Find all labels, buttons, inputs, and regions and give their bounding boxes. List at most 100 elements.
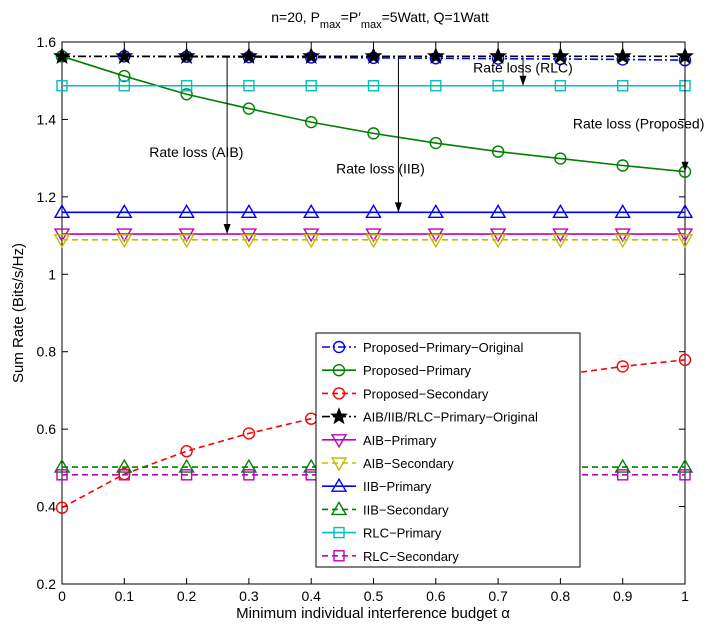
annotation-arrow-head [223, 224, 231, 235]
x-tick-label: 0 [58, 588, 66, 604]
data-point [364, 46, 383, 64]
data-point [554, 80, 567, 92]
data-point [53, 203, 71, 219]
data-point [305, 115, 318, 129]
annotation-arrow-head [519, 75, 527, 86]
x-tick-label: 0.5 [364, 588, 384, 604]
data-point [429, 136, 442, 150]
data-point [240, 458, 258, 473]
series-5 [53, 234, 694, 249]
data-point [617, 80, 629, 92]
data-point [178, 203, 195, 219]
y-tick-label: 1.4 [37, 111, 57, 127]
data-point [53, 46, 71, 64]
annotation-1: Rate loss (Proposed) [573, 60, 705, 172]
x-tick-label: 0.4 [301, 588, 321, 604]
data-point [180, 80, 193, 92]
data-point [427, 203, 445, 219]
data-point [367, 127, 380, 140]
data-point [552, 203, 569, 219]
legend-entry-9: RLC−Secondary [322, 549, 459, 564]
legend-label: AIB/IIB/RLC−Primary−Original [363, 410, 538, 425]
x-tick-label: 0.9 [613, 588, 633, 604]
x-tick-label: 1 [681, 588, 689, 604]
annotation-text: Rate loss (Proposed) [573, 115, 705, 131]
data-point [240, 203, 258, 219]
data-point [614, 458, 631, 473]
series-8 [56, 80, 691, 92]
legend-marker [332, 364, 346, 377]
annotation-arrow-head [394, 202, 402, 213]
x-tick-label: 0.2 [177, 588, 197, 604]
legend-label: AIB−Secondary [363, 456, 454, 471]
data-point [56, 469, 68, 481]
data-point [489, 46, 508, 64]
annotation-text: Rate loss (AIB) [149, 144, 243, 160]
data-point [616, 159, 629, 172]
data-point [116, 458, 133, 473]
x-axis-label: Minimum individual interference budget α [236, 605, 510, 622]
legend-marker [333, 526, 345, 539]
legend-entry-2: Proposed−Secondary [322, 386, 489, 401]
data-point [116, 234, 133, 249]
data-point [491, 145, 505, 158]
legend-entry-5: AIB−Secondary [322, 456, 454, 472]
data-point [427, 234, 445, 249]
data-point [554, 152, 567, 165]
data-point [426, 46, 445, 64]
legend-entry-1: Proposed−Primary [322, 363, 472, 378]
y-tick-label: 0.2 [37, 576, 57, 592]
legend-marker [330, 434, 348, 449]
legend-label: RLC−Primary [363, 526, 442, 541]
y-tick-label: 0.6 [37, 421, 57, 437]
data-point [551, 46, 570, 64]
y-tick-label: 1 [48, 266, 56, 282]
series-6 [53, 203, 694, 219]
x-axis-ticks: 0 0.1 0.2 0.3 0.4 0.5 0.6 0.7 0.8 0.9 1 [58, 42, 689, 604]
annotation-text: Rate loss (IIB) [336, 161, 425, 177]
legend-label: AIB−Primary [363, 433, 437, 448]
chart-title: n=20, Pmax=P′max=5Watt, Q=1Watt [271, 9, 489, 31]
data-point [180, 469, 193, 481]
legend-entry-8: RLC−Primary [322, 526, 442, 541]
data-point [613, 46, 632, 64]
data-point [679, 469, 691, 481]
legend-entry-3: AIB/IIB/RLC−Primary−Original [322, 407, 538, 425]
data-point [177, 46, 196, 64]
annotation-arrow-head [681, 161, 689, 172]
annotation-text: Rate loss (RLC) [473, 60, 573, 76]
legend-marker [333, 550, 345, 562]
legend-marker [330, 407, 348, 425]
series-line [61, 55, 686, 173]
data-point [180, 445, 193, 458]
data-point [240, 234, 258, 249]
y-tick-label: 1.2 [37, 189, 57, 205]
data-point [302, 46, 321, 64]
data-point [53, 234, 71, 249]
legend-entry-6: IIB−Primary [322, 477, 432, 494]
legend-label: RLC−Secondary [363, 549, 459, 564]
data-point [55, 501, 69, 514]
data-point [367, 80, 380, 92]
legend-marker [332, 340, 346, 354]
legend-marker [330, 457, 348, 472]
data-point [365, 234, 382, 249]
legend-entry-7: IIB−Secondary [322, 501, 449, 517]
data-point [489, 203, 507, 219]
data-point [53, 458, 71, 473]
series-3 [53, 46, 694, 64]
series-line [61, 359, 686, 509]
data-point [116, 203, 133, 219]
legend-marker [332, 387, 346, 400]
data-point [302, 458, 320, 473]
data-point [178, 234, 195, 249]
y-tick-label: 0.4 [37, 499, 57, 515]
data-point [676, 203, 694, 219]
legend-box [315, 332, 581, 568]
x-tick-label: 0.7 [488, 588, 508, 604]
legend: Proposed−Primary−Original Proposed−Primar… [315, 332, 581, 568]
data-point [239, 46, 258, 64]
x-tick-label: 0.6 [426, 588, 446, 604]
x-tick-label: 0.3 [239, 588, 259, 604]
